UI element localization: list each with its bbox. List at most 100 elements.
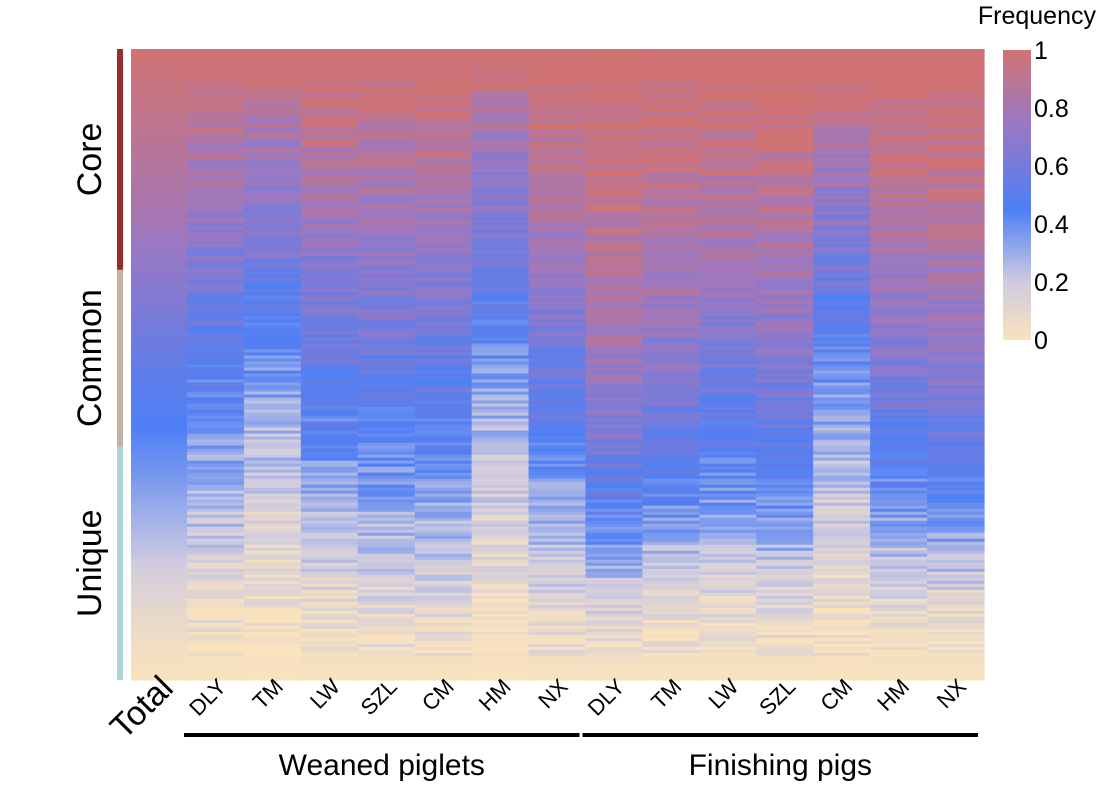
heatmap-cell xyxy=(414,184,473,188)
heatmap-cell xyxy=(870,253,928,257)
heatmap-cell xyxy=(471,115,530,119)
heatmap-cell xyxy=(813,463,871,468)
heatmap-cell xyxy=(131,577,188,582)
colorbar-tick-1: 1 xyxy=(1034,37,1048,65)
heatmap-cell xyxy=(243,424,302,429)
heatmap-cell xyxy=(414,286,473,290)
heatmap-cell xyxy=(357,541,416,546)
heatmap-cell xyxy=(471,421,530,426)
heatmap-cell xyxy=(187,523,245,528)
heatmap-cell xyxy=(243,388,302,393)
heatmap-cell xyxy=(471,376,530,381)
heatmap-cell xyxy=(300,187,359,191)
heatmap-cell xyxy=(813,175,871,179)
heatmap-cell xyxy=(187,100,245,104)
heatmap-cell xyxy=(642,124,700,128)
heatmap-cell xyxy=(813,475,871,480)
heatmap-cell xyxy=(927,49,985,53)
heatmap-cell xyxy=(528,376,587,381)
heatmap-cell xyxy=(187,379,245,384)
heatmap-cell xyxy=(870,649,928,654)
heatmap-cell xyxy=(927,406,985,411)
heatmap-cell xyxy=(471,457,530,462)
heatmap-cell xyxy=(131,127,188,131)
heatmap-cell xyxy=(699,166,757,170)
heatmap-cell xyxy=(187,658,245,663)
heatmap-cell xyxy=(300,292,359,296)
heatmap-cell xyxy=(357,421,416,426)
heatmap-cell xyxy=(585,91,644,95)
heatmap-cell xyxy=(699,568,757,573)
heatmap-cell xyxy=(471,493,530,498)
heatmap-cell xyxy=(187,403,245,408)
heatmap-cell xyxy=(699,592,757,597)
heatmap-cell xyxy=(927,475,985,480)
heatmap-cell xyxy=(243,142,302,146)
heatmap-cell xyxy=(756,271,814,275)
heatmap-cell xyxy=(471,415,530,420)
heatmap-cell xyxy=(585,76,644,80)
heatmap-cell xyxy=(357,235,416,239)
heatmap-cell xyxy=(870,307,928,312)
heatmap-cell xyxy=(243,547,302,552)
heatmap-cell xyxy=(471,304,530,308)
heatmap-cell xyxy=(528,394,587,399)
heatmap-cell xyxy=(414,193,473,197)
heatmap-cell xyxy=(585,484,644,489)
heatmap-cell xyxy=(300,271,359,275)
heatmap-cell xyxy=(357,451,416,456)
heatmap-cell xyxy=(471,580,530,585)
heatmap-cell xyxy=(131,490,188,495)
heatmap-cell xyxy=(756,106,814,110)
heatmap-cell xyxy=(528,628,587,633)
heatmap-cell xyxy=(756,334,814,339)
heatmap-cell xyxy=(870,145,928,149)
heatmap-cell xyxy=(870,361,928,366)
heatmap-cell xyxy=(187,583,245,588)
heatmap-cell xyxy=(585,613,644,618)
heatmap-cell xyxy=(927,433,985,438)
heatmap-cell xyxy=(927,100,985,104)
heatmap-cell xyxy=(131,328,188,333)
heatmap-cell xyxy=(528,586,587,591)
heatmap-cell xyxy=(813,97,871,101)
heatmap-cell xyxy=(187,388,245,393)
heatmap-cell xyxy=(243,292,302,296)
heatmap-cell xyxy=(471,196,530,200)
heatmap-cell xyxy=(300,400,359,405)
heatmap-cell xyxy=(699,328,757,333)
heatmap-cell xyxy=(528,247,587,251)
heatmap-cell xyxy=(300,325,359,330)
heatmap-cell xyxy=(300,661,359,666)
heatmap-cell xyxy=(927,109,985,113)
heatmap-cell xyxy=(870,133,928,137)
heatmap-cell xyxy=(585,235,644,239)
heatmap-cell xyxy=(300,109,359,113)
heatmap-cell xyxy=(187,121,245,125)
heatmap-cell xyxy=(585,565,644,570)
heatmap-cell xyxy=(585,49,644,53)
heatmap-cell xyxy=(585,595,644,600)
heatmap-cell xyxy=(471,550,530,555)
heatmap-cell xyxy=(927,493,985,498)
heatmap-cell xyxy=(585,94,644,98)
heatmap-cell xyxy=(642,217,700,221)
heatmap-cell xyxy=(300,376,359,381)
heatmap-cell xyxy=(642,484,700,489)
heatmap-cell xyxy=(813,478,871,483)
heatmap-cell xyxy=(471,121,530,125)
heatmap-cell xyxy=(131,238,188,242)
heatmap-cell xyxy=(243,253,302,257)
heatmap-cell xyxy=(528,292,587,296)
heatmap-cell xyxy=(471,262,530,266)
heatmap-cell xyxy=(300,175,359,179)
heatmap-cell xyxy=(528,454,587,459)
heatmap-cell xyxy=(131,451,188,456)
heatmap-cell xyxy=(357,82,416,86)
heatmap-cell xyxy=(642,193,700,197)
heatmap-cell xyxy=(187,295,245,299)
heatmap-cell xyxy=(414,349,473,354)
heatmap-cell xyxy=(243,109,302,113)
heatmap-cell xyxy=(927,76,985,80)
heatmap-cell xyxy=(131,217,188,221)
